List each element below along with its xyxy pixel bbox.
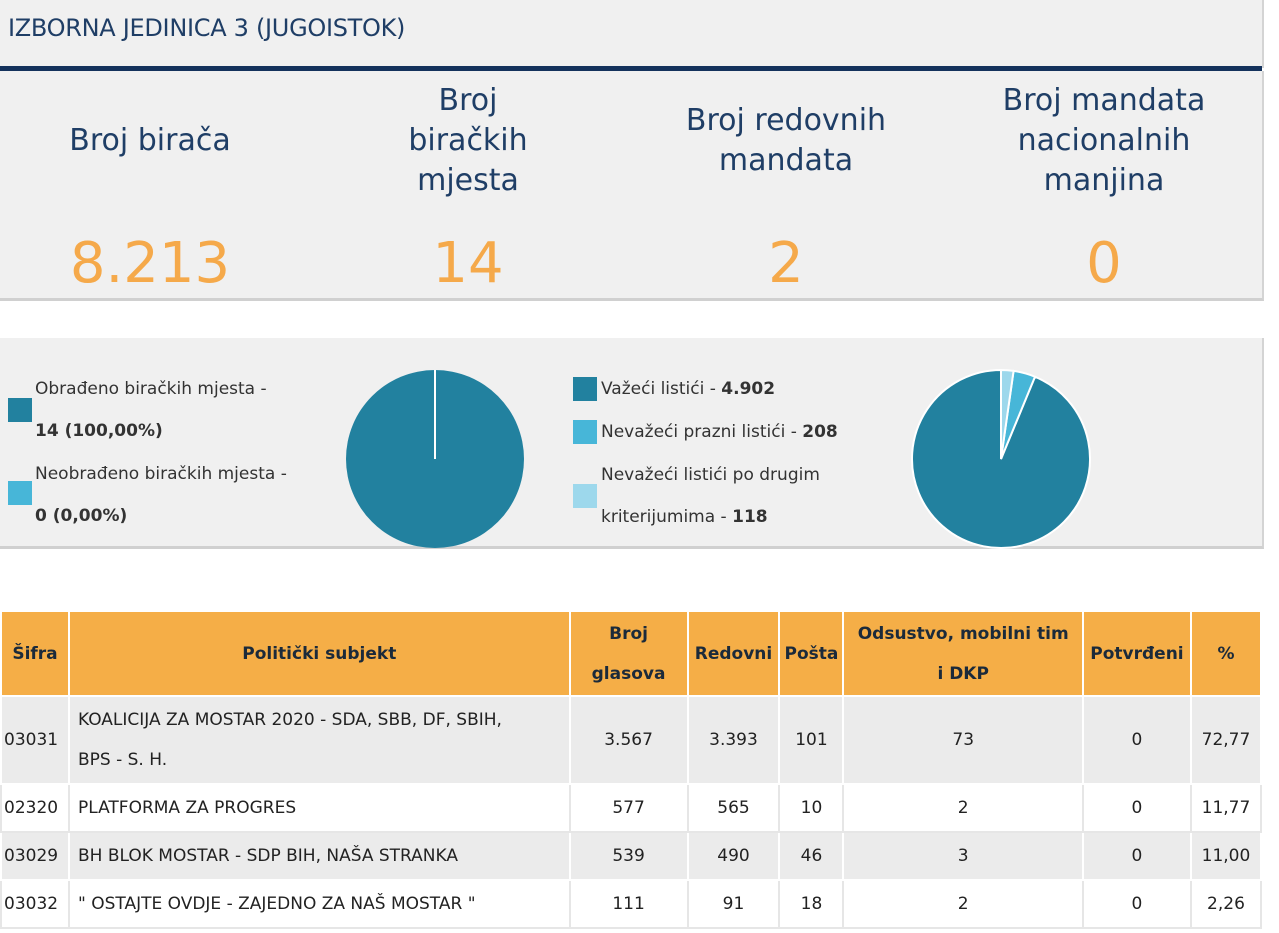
legend-blank: Nevažeći prazni listići - 208 [601,422,838,442]
cell-confirmed: 0 [1081,831,1192,881]
cell-subject[interactable]: " OSTAJTE OVDJE - ZAJEDNO ZA NAŠ MOSTAR … [67,879,571,929]
header-regular[interactable]: Redovni [686,610,781,697]
stat-voters: Broj birača 8.213 [0,71,300,296]
header-subject[interactable]: Politički subjekt [67,610,571,697]
cell-code: 02320 [0,783,70,833]
table-header-row: Šifra Politički subjekt Broj glasova Redo… [0,610,1263,697]
cell-mail: 10 [778,783,845,833]
stat-minority-mandates: Broj mandata nacionalnih manjina 0 [954,71,1254,296]
cell-code: 03032 [0,879,70,929]
cell-percent: 72,77 [1189,695,1263,785]
stat-label: Broj mandata nacionalnih manjina [1002,83,1206,198]
legend-processed-value: 14 (100,00%) [35,421,163,441]
cell-regular: 565 [686,783,781,833]
cell-subject[interactable]: KOALICIJA ZA MOSTAR 2020 - SDA, SBB, DF,… [67,695,571,785]
cell-mail: 46 [778,831,845,881]
ballots-pie-chart [911,368,1091,549]
cell-subject[interactable]: PLATFORMA ZA PROGRES [67,783,571,833]
header-mail[interactable]: Pošta [778,610,845,697]
stat-value: 8.213 [69,231,231,296]
header-absent[interactable]: Odsustvo, mobilni tim i DKP [842,610,1084,697]
header-percent[interactable]: % [1189,610,1263,697]
stat-value: 14 [432,231,504,296]
stats-panel: Broj birača 8.213 Broj biračkih mjesta 1… [0,71,1264,301]
cell-absent: 3 [842,831,1084,881]
legend-swatch-processed [8,398,32,422]
cell-absent: 73 [842,695,1084,785]
legend-swatch-unprocessed [8,481,32,505]
cell-confirmed: 0 [1081,695,1192,785]
table-row: 02320 PLATFORMA ZA PROGRES 577 565 10 2 … [0,783,1263,833]
pie-slice-other [1000,368,1015,460]
legend-other-line1: Nevažeći listići po drugim [601,465,820,485]
stat-value: 0 [1086,231,1122,296]
cell-votes: 3.567 [568,695,689,785]
cell-confirmed: 0 [1081,783,1192,833]
header-divider [0,66,1262,71]
header-confirmed[interactable]: Potvrđeni [1081,610,1192,697]
cell-percent: 2,26 [1189,879,1263,929]
cell-mail: 101 [778,695,845,785]
cell-subject[interactable]: BH BLOK MOSTAR - SDP BIH, NAŠA STRANKA [67,831,571,881]
cell-mail: 18 [778,879,845,929]
cell-regular: 91 [686,879,781,929]
constituency-header: IZBORNA JEDINICA 3 (JUGOISTOK) [0,0,1264,68]
stat-label: Broj biračkih mjesta [408,83,528,198]
legend-other-line2: kriterijumima - 118 [601,507,768,527]
legend-processed-label: Obrađeno biračkih mjesta - [35,379,267,399]
table-row: 03029 BH BLOK MOSTAR - SDP BIH, NAŠA STR… [0,831,1263,881]
legend-swatch-blank [573,420,597,444]
cell-votes: 539 [568,831,689,881]
cell-confirmed: 0 [1081,879,1192,929]
stat-value: 2 [768,231,804,296]
header-votes[interactable]: Broj glasova [568,610,689,697]
legend-unprocessed-value: 0 (0,00%) [35,506,128,526]
processing-pie-chart [346,370,524,548]
cell-votes: 577 [568,783,689,833]
cell-regular: 490 [686,831,781,881]
cell-percent: 11,00 [1189,831,1263,881]
legend-swatch-other [573,484,597,508]
cell-absent: 2 [842,783,1084,833]
cell-code: 03031 [0,695,70,785]
legend-valid: Važeći listići - 4.902 [601,379,776,399]
stat-label: Broj birača [69,123,231,158]
results-table: Šifra Politički subjekt Broj glasova Redo… [0,610,1263,929]
legend-swatch-valid [573,377,597,401]
cell-absent: 2 [842,879,1084,929]
legend-unprocessed-label: Neobrađeno biračkih mjesta - [35,464,287,484]
table-row: 03031 KOALICIJA ZA MOSTAR 2020 - SDA, SB… [0,695,1263,785]
stat-polling-stations: Broj biračkih mjesta 14 [318,71,618,296]
stat-regular-mandates: Broj redovnih mandata 2 [636,71,936,296]
cell-code: 03029 [0,831,70,881]
cell-percent: 11,77 [1189,783,1263,833]
constituency-title: IZBORNA JEDINICA 3 (JUGOISTOK) [8,14,406,42]
header-code[interactable]: Šifra [0,610,70,697]
table-row: 03032 " OSTAJTE OVDJE - ZAJEDNO ZA NAŠ M… [0,879,1263,929]
stat-label: Broj redovnih mandata [685,103,887,178]
charts-panel: Obrađeno biračkih mjesta - 14 (100,00%) … [0,338,1264,549]
cell-regular: 3.393 [686,695,781,785]
cell-votes: 111 [568,879,689,929]
